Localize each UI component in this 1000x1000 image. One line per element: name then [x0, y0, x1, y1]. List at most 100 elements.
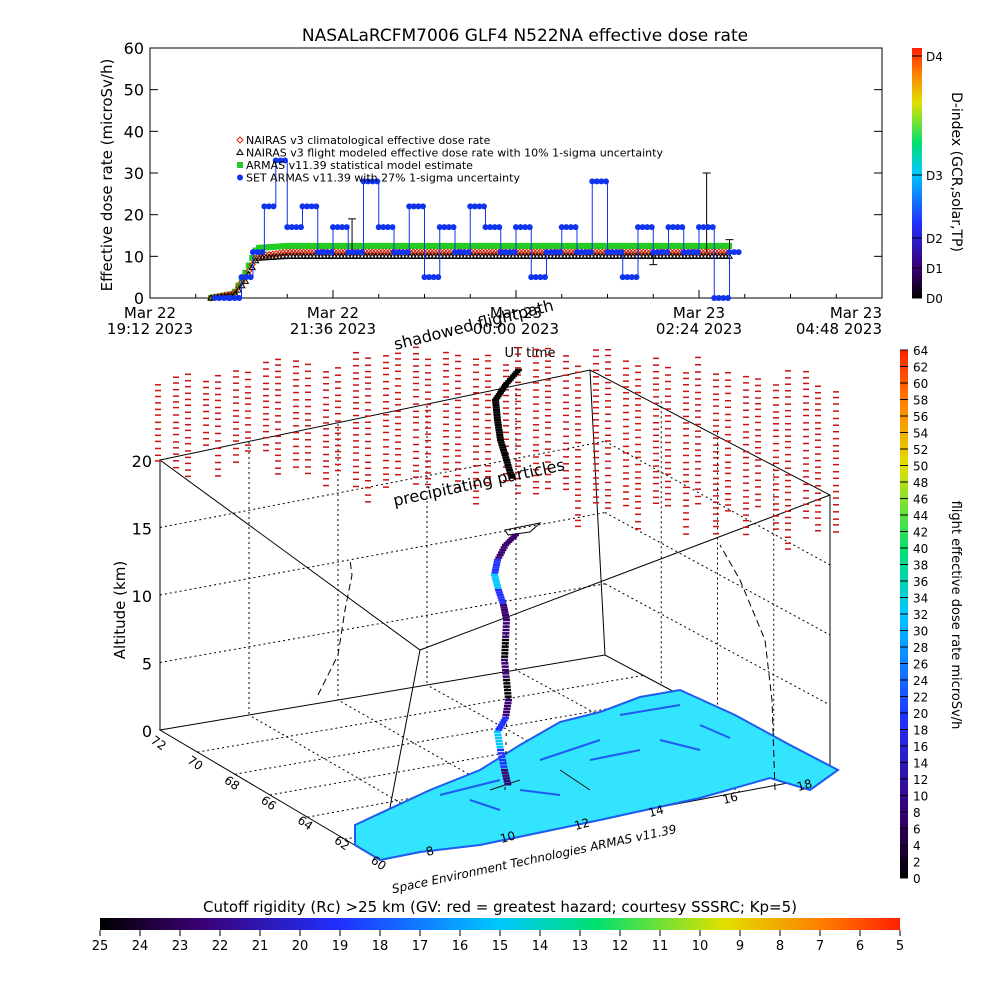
dose-tick-label: 56	[913, 410, 928, 424]
box-edge-back	[589, 369, 606, 656]
y-tick-label: 40	[124, 122, 144, 141]
dose-colorbar-label: flight effective dose rate microSv/h	[948, 501, 963, 730]
dose-tick-label: 62	[913, 361, 928, 375]
series-point	[256, 244, 263, 251]
armas-point	[238, 274, 245, 281]
series-point	[585, 242, 592, 249]
armas-point	[711, 295, 718, 301]
x-tick-day: Mar 23	[830, 304, 882, 322]
armas-point	[328, 249, 335, 256]
dindex-ticks: D0 D1 D2 D3 D4	[912, 50, 943, 306]
series-point	[403, 242, 410, 249]
y-tick-label: 10	[124, 247, 144, 266]
y-tick-label: 60	[124, 39, 144, 58]
series-point	[623, 242, 630, 249]
series-point	[678, 242, 685, 249]
rigidity-tick-label: 18	[372, 939, 389, 954]
longitude-tick-label: 14	[647, 803, 665, 820]
series-point	[441, 242, 448, 249]
x-tick-time: 02:24 2023	[656, 320, 742, 338]
series-point	[276, 243, 283, 250]
series-point	[235, 282, 242, 289]
armas-point	[384, 224, 391, 231]
series-point	[393, 242, 400, 249]
series-point	[269, 250, 277, 258]
series-point	[702, 242, 709, 249]
dose-tick-label: 54	[913, 427, 928, 441]
armas-point	[696, 224, 702, 231]
armas-point	[709, 224, 716, 231]
series-point	[341, 242, 348, 249]
series-point	[571, 242, 578, 249]
series-point	[334, 242, 341, 249]
legend-label: NAIRAS v3 flight modeled effective dose …	[246, 147, 663, 160]
dose-tick-label: 34	[913, 592, 928, 606]
series-point	[575, 242, 582, 249]
armas-point	[517, 224, 524, 231]
floor-gridline	[234, 695, 682, 775]
series-point	[551, 242, 558, 249]
rigidity-tick-label: 7	[816, 939, 824, 954]
armas-point	[628, 274, 635, 281]
dose-tick-label: 26	[913, 658, 928, 672]
armas-point	[231, 295, 238, 301]
series-point	[427, 242, 434, 249]
armas-point	[304, 203, 311, 210]
armas-point	[613, 249, 620, 256]
series-point	[372, 242, 379, 249]
series-point	[317, 242, 324, 249]
rigidity-tick-label: 12	[612, 939, 629, 954]
armas-point	[624, 274, 631, 281]
series-point	[400, 242, 407, 249]
series-point	[633, 242, 640, 249]
armas-point	[609, 249, 616, 256]
series-point	[324, 242, 331, 249]
series-point	[358, 242, 365, 249]
latitude-tick-label: 68	[222, 773, 243, 793]
armas-point	[635, 224, 641, 231]
series-point	[300, 242, 307, 249]
dindex-tick-label: D0	[926, 292, 943, 306]
armas-point	[665, 224, 672, 231]
armas-point	[436, 224, 443, 231]
armas-point	[583, 249, 590, 256]
series-point	[424, 242, 431, 249]
dose-tick-label: 30	[913, 625, 928, 639]
armas-point	[496, 224, 503, 231]
rigidity-tick-label: 21	[252, 939, 269, 954]
series-point	[636, 242, 643, 249]
series-point	[499, 242, 506, 249]
armas-point	[491, 224, 498, 231]
dindex-colorbar	[912, 48, 922, 298]
dose-tick-label: 32	[913, 608, 928, 622]
rigidity-tick-label: 10	[692, 939, 709, 954]
armas-point	[726, 249, 733, 256]
dose-tick-label: 22	[913, 691, 928, 705]
x-tick-time: 21:36 2023	[290, 320, 376, 338]
armas-point	[578, 249, 585, 256]
armas-point	[265, 203, 272, 210]
armas-point	[557, 249, 564, 256]
dose-tick-label: 10	[913, 790, 928, 804]
armas-point	[567, 224, 574, 231]
series-point	[455, 242, 462, 249]
longitude-tick-label: 12	[573, 816, 591, 833]
series-point	[208, 295, 214, 301]
dindex-tick-label: D3	[926, 169, 943, 183]
armas-point	[435, 274, 442, 281]
series-point	[664, 242, 671, 249]
series-point	[530, 242, 537, 249]
armas-point	[558, 224, 565, 231]
armas-point	[410, 203, 417, 210]
armas-point	[589, 178, 596, 185]
armas-point	[395, 249, 402, 256]
armas-point	[648, 224, 655, 231]
series-point	[234, 283, 243, 291]
series-point	[626, 242, 633, 249]
longitude-tick-label: 8	[424, 843, 435, 859]
series-point	[365, 242, 372, 249]
series-point	[413, 242, 420, 249]
annotation-precipitating: precipitating particles	[391, 455, 566, 510]
armas-point	[319, 249, 326, 256]
rigidity-tick-label: 14	[532, 939, 549, 954]
